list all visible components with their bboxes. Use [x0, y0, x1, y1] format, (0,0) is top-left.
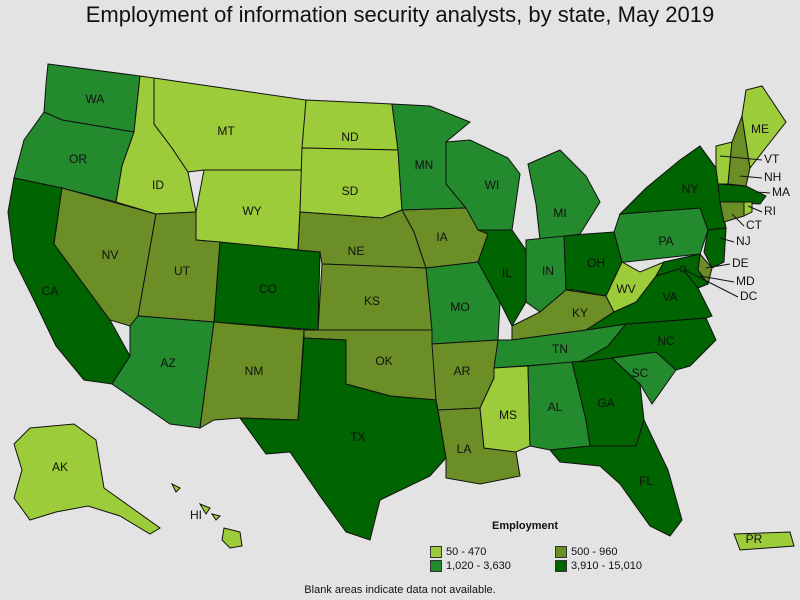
label-ak: AK: [52, 460, 68, 474]
label-nv: NV: [102, 248, 119, 262]
legend-item: 500 - 960: [555, 546, 680, 558]
label-ky: KY: [572, 306, 588, 320]
label-mn: MN: [415, 158, 434, 172]
label-in: IN: [542, 264, 554, 278]
label-oh: OH: [587, 256, 605, 270]
label-dc: DC: [740, 289, 758, 303]
label-al: AL: [548, 400, 563, 414]
label-me: ME: [751, 122, 769, 136]
state-ct[interactable]: [719, 201, 745, 223]
label-de: DE: [732, 256, 749, 270]
label-mo: MO: [450, 300, 469, 314]
label-ma: MA: [772, 185, 790, 199]
label-ny: NY: [682, 182, 699, 196]
state-sd[interactable]: [299, 147, 403, 219]
label-ga: GA: [597, 396, 614, 410]
label-or: OR: [69, 152, 87, 166]
legend-item: 1,020 - 3,630: [430, 560, 555, 572]
leader-lines: [682, 155, 771, 298]
label-sd: SD: [342, 184, 359, 198]
label-ut: UT: [174, 264, 191, 278]
label-fl: FL: [639, 474, 653, 488]
label-mi: MI: [553, 206, 566, 220]
state-hi[interactable]: [170, 482, 243, 549]
label-ar: AR: [454, 364, 471, 378]
label-vt: VT: [764, 152, 780, 166]
label-wv: WV: [616, 282, 635, 296]
legend-swatch: [430, 546, 442, 558]
state-ri[interactable]: [743, 201, 753, 217]
label-tn: TN: [552, 342, 568, 356]
legend-label: 1,020 - 3,630: [446, 560, 511, 572]
label-ks: KS: [364, 294, 380, 308]
legend-swatch: [555, 560, 567, 572]
state-pr[interactable]: [733, 531, 795, 551]
label-co: CO: [259, 282, 277, 296]
label-pa: PA: [658, 234, 673, 248]
state-fl[interactable]: [549, 418, 683, 537]
label-wi: WI: [485, 178, 500, 192]
label-va: VA: [662, 290, 677, 304]
label-wa: WA: [86, 92, 105, 106]
label-ca: CA: [42, 284, 59, 298]
label-hi: HI: [190, 508, 202, 522]
label-il: IL: [502, 266, 512, 280]
label-wy: WY: [242, 204, 261, 218]
label-nd: ND: [341, 130, 359, 144]
state-labels: WA OR CA NV ID MT WY UT AZ CO NM ND SD N…: [42, 92, 790, 546]
label-mt: MT: [217, 124, 235, 138]
legend-item: 50 - 470: [430, 546, 555, 558]
state-ma[interactable]: [717, 183, 767, 205]
state-nc[interactable]: [579, 317, 717, 371]
legend: Employment 50 - 470 500 - 960 1,020 - 3,…: [430, 520, 680, 572]
legend-label: 50 - 470: [446, 546, 487, 558]
legend-label: 500 - 960: [571, 546, 618, 558]
label-ia: IA: [436, 230, 447, 244]
label-nh: NH: [764, 170, 781, 184]
map-title: Employment of information security analy…: [85, 2, 715, 27]
label-id: ID: [152, 178, 164, 192]
label-az: AZ: [160, 356, 175, 370]
legend-swatch: [555, 546, 567, 558]
legend-item: 3,910 - 15,010: [555, 560, 680, 572]
label-md: MD: [736, 274, 755, 288]
label-ri: RI: [764, 204, 776, 218]
label-pr: PR: [746, 532, 763, 546]
label-nc: NC: [657, 334, 675, 348]
label-ok: OK: [375, 354, 392, 368]
label-la: LA: [457, 442, 472, 456]
legend-swatch: [430, 560, 442, 572]
state-tx[interactable]: [238, 337, 447, 541]
label-nj: NJ: [736, 234, 751, 248]
label-ct: CT: [746, 218, 763, 232]
label-ms: MS: [499, 408, 517, 422]
legend-title: Employment: [491, 520, 558, 532]
label-nm: NM: [245, 364, 264, 378]
legend-label: 3,910 - 15,010: [571, 560, 642, 572]
state-az[interactable]: [111, 315, 215, 429]
label-ne: NE: [348, 244, 365, 258]
label-sc: SC: [632, 366, 649, 380]
footnote: Blank areas indicate data not available.: [304, 584, 496, 596]
label-tx: TX: [350, 430, 365, 444]
state-mi[interactable]: [527, 149, 601, 241]
state-me[interactable]: [741, 85, 787, 170]
state-ak[interactable]: [13, 423, 161, 535]
